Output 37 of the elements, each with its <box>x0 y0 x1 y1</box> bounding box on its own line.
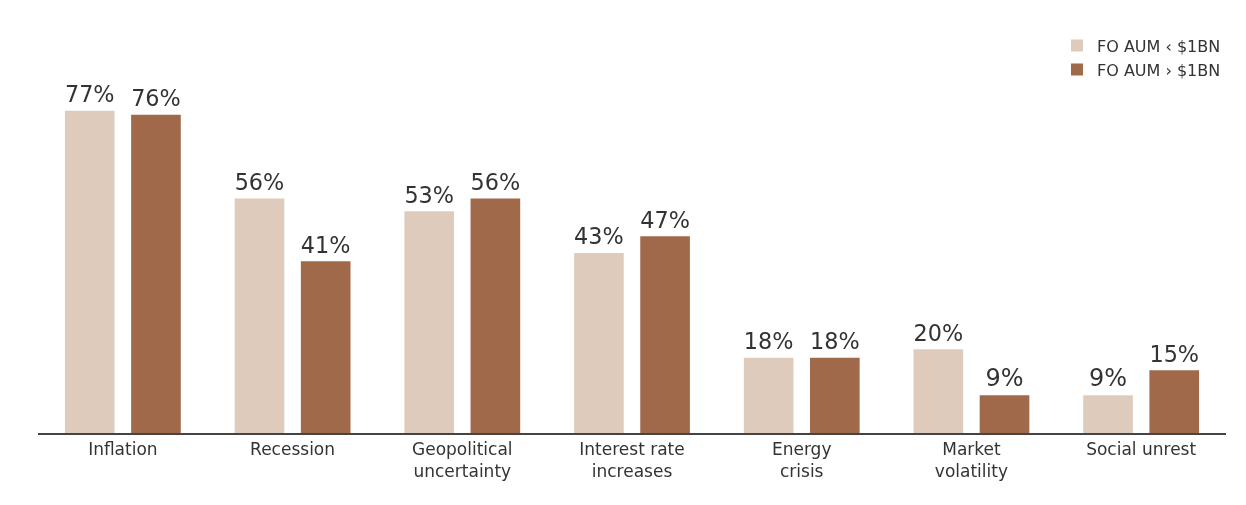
data-label: 77% <box>64 81 115 108</box>
data-label: 9% <box>1089 364 1128 393</box>
x-tick-label: Recession <box>250 439 336 460</box>
x-tick-label: Energy crisis <box>771 439 832 482</box>
data-label: 15% <box>1149 340 1200 367</box>
bar <box>913 349 964 433</box>
bar <box>640 236 690 433</box>
data-label: 18% <box>743 328 794 355</box>
bar <box>64 110 115 433</box>
bar <box>1083 395 1133 433</box>
x-tick-label: Market volatility <box>934 439 1009 482</box>
data-label: 9% <box>985 364 1024 393</box>
bar <box>404 211 455 433</box>
bar <box>743 357 794 433</box>
legend-label: FO AUM ‹ $1BN <box>1097 36 1221 56</box>
bar <box>809 357 860 433</box>
legend-label: FO AUM › $1BN <box>1097 60 1221 80</box>
x-tick-label: Social unrest <box>1086 439 1197 460</box>
data-label: 43% <box>574 223 624 250</box>
bar <box>574 253 624 433</box>
bar <box>1149 370 1200 433</box>
data-label: 18% <box>809 328 860 355</box>
x-tick-label: Inflation <box>88 439 158 460</box>
data-label: 41% <box>300 231 351 258</box>
bar <box>470 198 521 433</box>
x-tick-label: Geopolitical uncertainty <box>412 439 513 482</box>
bar <box>131 114 181 433</box>
data-label: 53% <box>404 181 455 208</box>
x-tick-label: Interest rate increases <box>579 439 685 482</box>
data-label: 47% <box>640 206 690 233</box>
bar <box>234 198 285 433</box>
bar <box>979 395 1030 433</box>
data-label: 76% <box>131 85 181 112</box>
data-label: 56% <box>470 169 521 195</box>
data-label: 20% <box>913 319 964 346</box>
bar <box>300 261 351 433</box>
data-label: 56% <box>234 169 285 195</box>
